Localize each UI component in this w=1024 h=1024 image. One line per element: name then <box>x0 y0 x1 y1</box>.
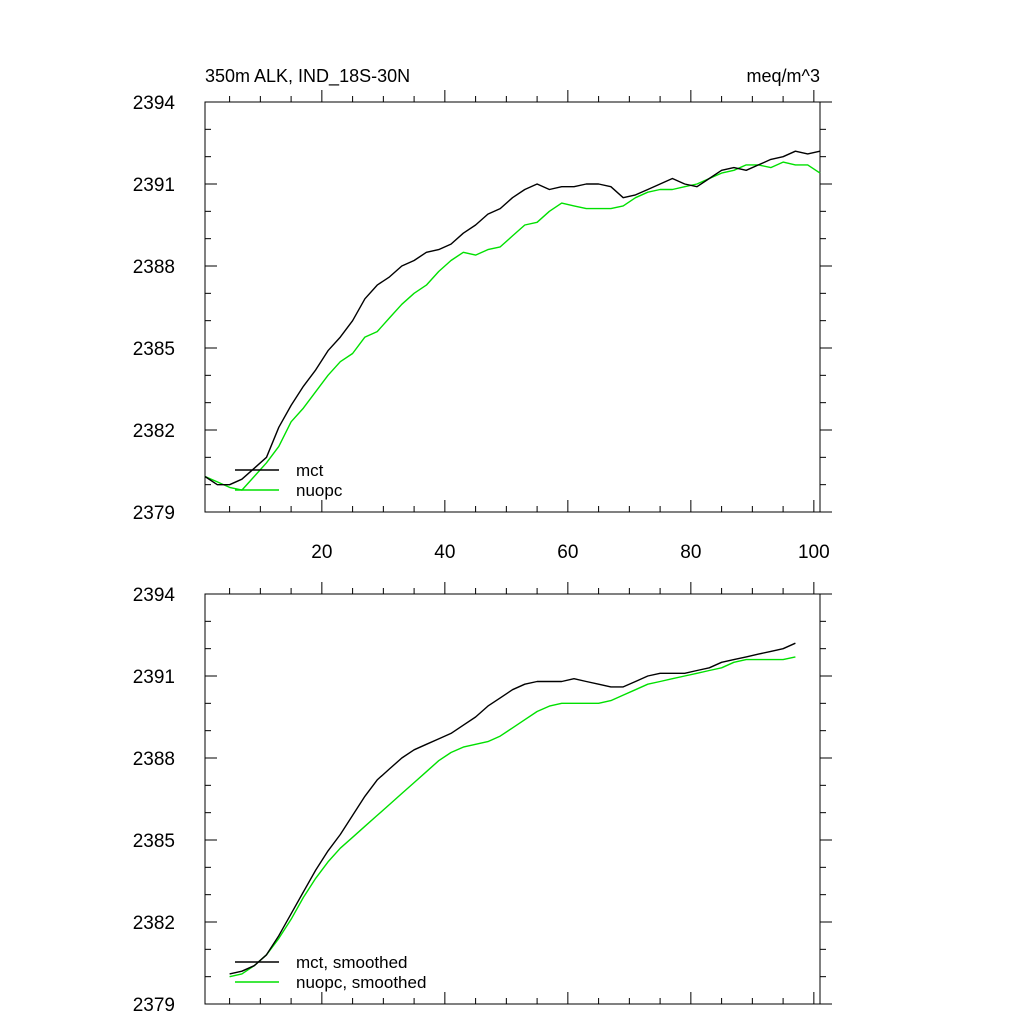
series-line-mct-smoothed <box>229 642 796 975</box>
y-tick-label: 2391 <box>133 175 175 196</box>
y-tick-label: 2388 <box>133 257 175 278</box>
y-tick-label: 2382 <box>133 421 175 442</box>
x-tick-label: 40 <box>434 542 455 563</box>
y-tick-label: 2379 <box>133 995 175 1016</box>
y-tick-label: 2388 <box>133 749 175 770</box>
legend-label: nuopc <box>296 481 343 500</box>
y-tick-label: 2391 <box>133 667 175 688</box>
top-panel: 2379 2382 2385 2388 2391 2394 20 40 60 80 100 mctnu… <box>133 90 832 563</box>
plot-frame <box>204 101 821 513</box>
x-tick-label: 60 <box>557 542 578 563</box>
legend-label: mct, smoothed <box>296 953 408 972</box>
title-right: meq/m^3 <box>747 66 820 86</box>
y-tick-label: 2394 <box>133 93 176 114</box>
series-line-nuopc <box>204 161 821 491</box>
title-left: 350m ALK, IND_18S-30N <box>205 66 410 87</box>
series-line-nuopc-smoothed <box>229 656 796 978</box>
series-line-mct <box>204 150 821 486</box>
y-tick-label: 2385 <box>133 831 175 852</box>
y-tick-label: 2394 <box>133 585 176 606</box>
legend-label: mct <box>296 461 324 480</box>
plot-frame <box>204 593 821 1005</box>
y-tick-label: 2385 <box>133 339 175 360</box>
x-tick-label: 100 <box>798 542 830 563</box>
legend-label: nuopc, smoothed <box>296 973 426 992</box>
x-tick-label: 20 <box>311 542 332 563</box>
bottom-panel: 2379 2382 2385 2388 2391 2394 mct, smoothednuo… <box>133 582 832 1016</box>
x-tick-label: 80 <box>680 542 701 563</box>
y-tick-label: 2382 <box>133 913 175 934</box>
y-tick-label: 2379 <box>133 503 175 524</box>
